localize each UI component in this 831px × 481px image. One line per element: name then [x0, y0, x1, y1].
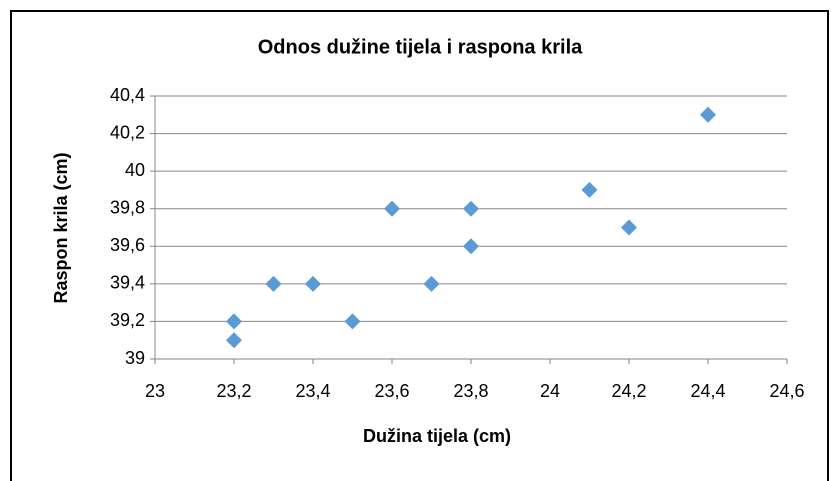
x-tick-label: 24: [540, 381, 560, 401]
y-tick-label: 39,6: [110, 235, 145, 255]
point: [226, 332, 242, 349]
point: [621, 219, 637, 236]
x-tick-label: 24,6: [769, 381, 804, 401]
point: [226, 313, 242, 330]
point: [305, 275, 321, 292]
point: [463, 238, 479, 255]
x-tick-label: 23,6: [374, 381, 409, 401]
x-tick-label: 23,4: [295, 381, 330, 401]
chart-title: Odnos dužine tijela i raspona krila: [258, 36, 583, 58]
x-tick-label: 24,2: [611, 381, 646, 401]
point: [700, 106, 716, 123]
y-tick-label: 39,2: [110, 310, 145, 330]
point: [344, 313, 361, 330]
y-tick-label: 40,4: [110, 85, 145, 105]
point: [423, 275, 440, 292]
x-tick-label: 24,4: [690, 381, 725, 401]
y-tick-label: 39,8: [110, 197, 145, 217]
point: [463, 200, 479, 217]
point: [384, 200, 400, 217]
x-axis-label: Dužina tijela (cm): [363, 426, 511, 446]
x-tick-label: 23: [145, 381, 165, 401]
point: [265, 275, 282, 292]
y-axis-label: Raspon krila (cm): [51, 152, 71, 303]
point: [581, 181, 598, 198]
y-tick-label: 39,4: [110, 273, 145, 293]
x-tick-label: 23,2: [216, 381, 251, 401]
y-tick-label: 39: [125, 348, 145, 368]
y-tick-label: 40,2: [110, 122, 145, 142]
y-tick-label: 40: [125, 160, 145, 180]
x-tick-label: 23,8: [453, 381, 488, 401]
